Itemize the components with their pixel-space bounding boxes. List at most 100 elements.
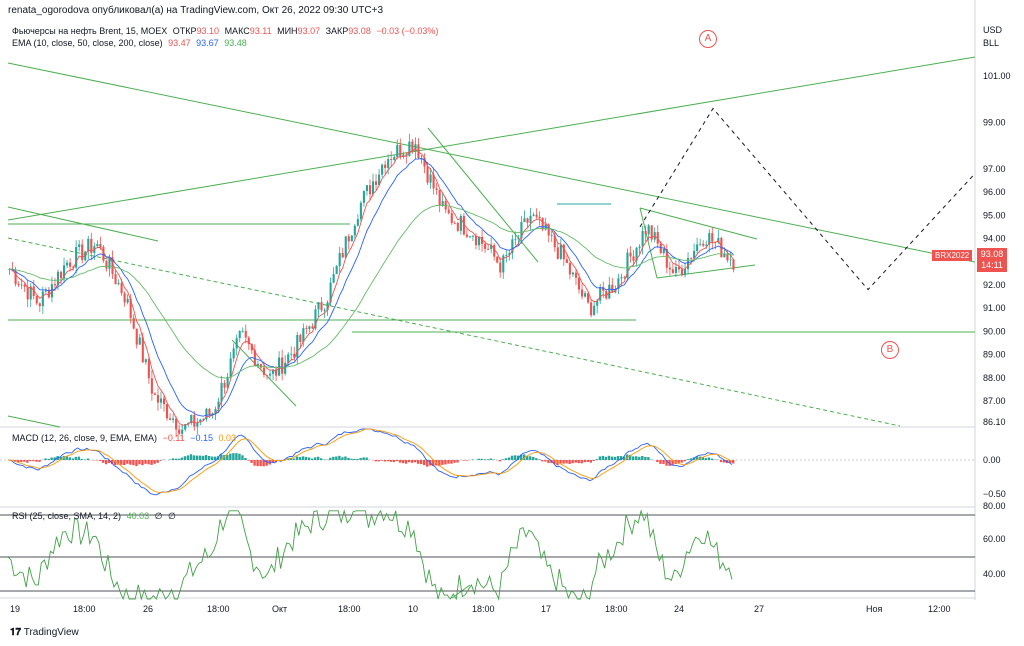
candle-body xyxy=(459,215,462,231)
candle-body xyxy=(590,302,593,316)
candle-body xyxy=(496,256,499,263)
candle-body xyxy=(726,253,729,261)
time-tick: 24 xyxy=(674,604,684,614)
change-value: −0.03 (−0.03%) xyxy=(376,26,439,36)
candle xyxy=(132,314,135,330)
candle-body xyxy=(241,330,244,332)
macd-hist-bar xyxy=(404,460,408,464)
footer-brand[interactable]: 𝟏𝟕 TradingView xyxy=(10,627,79,638)
candle-body xyxy=(271,369,275,374)
candle-body xyxy=(462,215,465,235)
candle-body xyxy=(374,181,378,185)
candle-body xyxy=(341,252,344,258)
macd-hist-bar xyxy=(59,456,62,460)
candle xyxy=(344,236,347,260)
ema-10-line xyxy=(9,148,734,426)
candle-body xyxy=(187,423,190,425)
candle-body xyxy=(150,378,153,394)
price-tick: 90.00 xyxy=(983,326,1006,336)
macd-hist-bar xyxy=(501,459,505,460)
candle xyxy=(181,424,184,440)
candle-body xyxy=(711,233,714,242)
candle-body xyxy=(226,376,229,388)
candle-body xyxy=(108,257,111,269)
macd-hist-bar xyxy=(604,456,608,460)
macd-hist-bar xyxy=(129,460,132,465)
candle-body xyxy=(138,337,141,345)
candle-body xyxy=(96,243,99,247)
candle xyxy=(390,151,393,168)
annotation-b[interactable]: B xyxy=(881,341,899,359)
candle-body xyxy=(196,422,199,427)
candle xyxy=(47,287,50,299)
candle xyxy=(638,244,641,256)
candle xyxy=(165,403,169,421)
macd-hist-bar xyxy=(247,460,250,461)
candle-body xyxy=(81,244,84,261)
candle xyxy=(420,154,423,164)
candle xyxy=(241,327,244,333)
macd-hist-bar xyxy=(171,458,175,460)
macd-hist-bar xyxy=(498,460,502,462)
open-value: 93.10 xyxy=(196,26,220,36)
candle xyxy=(150,370,153,401)
macd-hist-bar xyxy=(492,459,496,460)
price-tick: 95.00 xyxy=(983,210,1006,220)
macd-hist-bar xyxy=(213,456,217,460)
candle xyxy=(587,292,590,304)
rsi-legend[interactable]: RSI (25, close, SMA, 14, 2) 40.03 ∅ ∅ xyxy=(12,511,179,522)
macd-hist-bar xyxy=(359,458,362,460)
candle xyxy=(450,210,453,225)
rsi-tick: 40.00 xyxy=(983,569,1006,579)
candle-body xyxy=(193,414,196,427)
macd-legend[interactable]: MACD (12, 26, close, 9, EMA, EMA) −0.11 … xyxy=(12,433,239,444)
macd-hist-bar xyxy=(695,456,699,460)
macd-hist-bar xyxy=(380,460,384,461)
macd-hist-bar xyxy=(471,459,474,460)
ema-legend[interactable]: EMA (10, close, 50, close, 200, close) 9… xyxy=(12,38,250,49)
candle-body xyxy=(423,157,426,167)
macd-hist-bar xyxy=(686,459,689,460)
last-price-value: 93.08 xyxy=(980,249,1004,259)
candle xyxy=(247,335,250,351)
candle-body xyxy=(117,283,120,285)
macd-hist-bar xyxy=(728,460,732,463)
candle-body xyxy=(26,286,29,300)
candle xyxy=(629,246,632,263)
macd-hist-bar xyxy=(607,455,611,460)
candle xyxy=(481,230,484,252)
macd-hist-bar xyxy=(86,458,90,460)
tradingview-logo-icon: 𝟏𝟕 xyxy=(10,627,22,638)
candle-body xyxy=(417,144,420,158)
candle-body xyxy=(677,266,681,270)
candle-body xyxy=(402,154,405,157)
annotation-a[interactable]: A xyxy=(699,30,717,48)
candle xyxy=(656,225,659,249)
candle xyxy=(265,374,269,380)
candle-body xyxy=(123,293,126,303)
macd-hist-bar xyxy=(244,458,247,460)
macd-hist-bar xyxy=(23,460,26,462)
candle-body xyxy=(147,359,150,379)
candle xyxy=(496,256,499,264)
low-value: 93.07 xyxy=(297,26,321,36)
candle-body xyxy=(577,277,581,290)
macd-hist-bar xyxy=(450,460,453,464)
trendline-bottom xyxy=(7,415,61,428)
macd-hist-bar xyxy=(535,458,538,460)
candle xyxy=(414,137,417,160)
candle xyxy=(23,282,26,292)
candle xyxy=(338,246,341,274)
candle xyxy=(623,275,626,280)
candle xyxy=(702,240,705,248)
macd-hist-bar xyxy=(592,460,596,461)
candle-body xyxy=(490,245,493,250)
macd-hist-bar xyxy=(183,456,187,460)
main-legend[interactable]: Фьючерсы на нефть Brent, 15, MOEX ОТКР93… xyxy=(12,26,441,37)
candle-body xyxy=(656,232,659,244)
macd-hist-bar xyxy=(383,460,387,462)
candle xyxy=(405,152,408,164)
candle-body xyxy=(593,305,596,316)
macd-axis-ticks: 0.00 −0.50 xyxy=(983,455,1006,499)
